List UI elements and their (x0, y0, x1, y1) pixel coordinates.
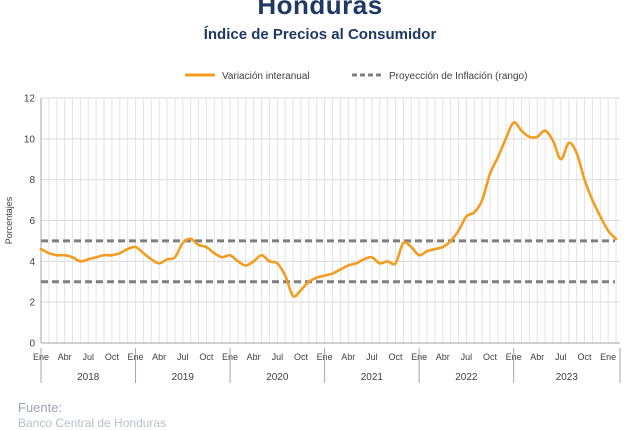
x-tick-label: Jul (555, 352, 567, 362)
series-line-variacion-interanual (39, 121, 618, 298)
year-label: 2018 (77, 372, 100, 383)
x-tick-label: Oct (199, 352, 214, 362)
x-tick-label: Abr (58, 352, 72, 362)
x-tick-label: Oct (294, 352, 309, 362)
x-tick-label: Abr (341, 352, 355, 362)
x-tick-label: Abr (530, 352, 544, 362)
y-axis-label: Porcentajes (4, 196, 14, 244)
x-tick-label: Oct (105, 352, 120, 362)
x-tick-label: Abr (247, 352, 261, 362)
y-tick-label: 4 (29, 257, 35, 268)
y-tick-label: 0 (29, 339, 35, 350)
y-tick-label: 6 (29, 216, 35, 227)
x-tick-label: Abr (152, 352, 166, 362)
chart-subtitle: Índice de Precios al Consumidor (203, 26, 437, 43)
y-tick-label: 8 (29, 175, 35, 186)
x-tick-label: Ene (600, 352, 616, 362)
x-tick-label: Abr (436, 352, 450, 362)
chart-title: Honduras (257, 0, 383, 20)
year-label: 2021 (361, 372, 384, 383)
x-tick-label: Jul (366, 352, 378, 362)
legend: Variación interanual Proyección de Infla… (185, 71, 527, 82)
legend-label-proyeccion: Proyección de Inflación (rango) (389, 71, 527, 82)
source-text: Banco Central de Honduras (18, 416, 167, 430)
x-tick-label: Oct (578, 352, 593, 362)
y-tick-label: 2 (29, 298, 35, 309)
year-label: 2023 (556, 372, 579, 383)
x-tick-label: Jul (461, 352, 473, 362)
x-tick-label: Jul (177, 352, 189, 362)
x-tick-label: Oct (388, 352, 403, 362)
y-tick-label: 12 (24, 94, 36, 105)
legend-label-variacion: Variación interanual (222, 71, 310, 82)
y-tick-label: 10 (24, 134, 36, 145)
x-tick-label: Oct (483, 352, 498, 362)
x-tick-label: Jul (83, 352, 95, 362)
year-label: 2022 (455, 372, 478, 383)
source-label: Fuente: (18, 400, 63, 415)
year-label: 2020 (266, 372, 289, 383)
x-tick-label: Jul (272, 352, 284, 362)
year-label: 2019 (172, 372, 195, 383)
